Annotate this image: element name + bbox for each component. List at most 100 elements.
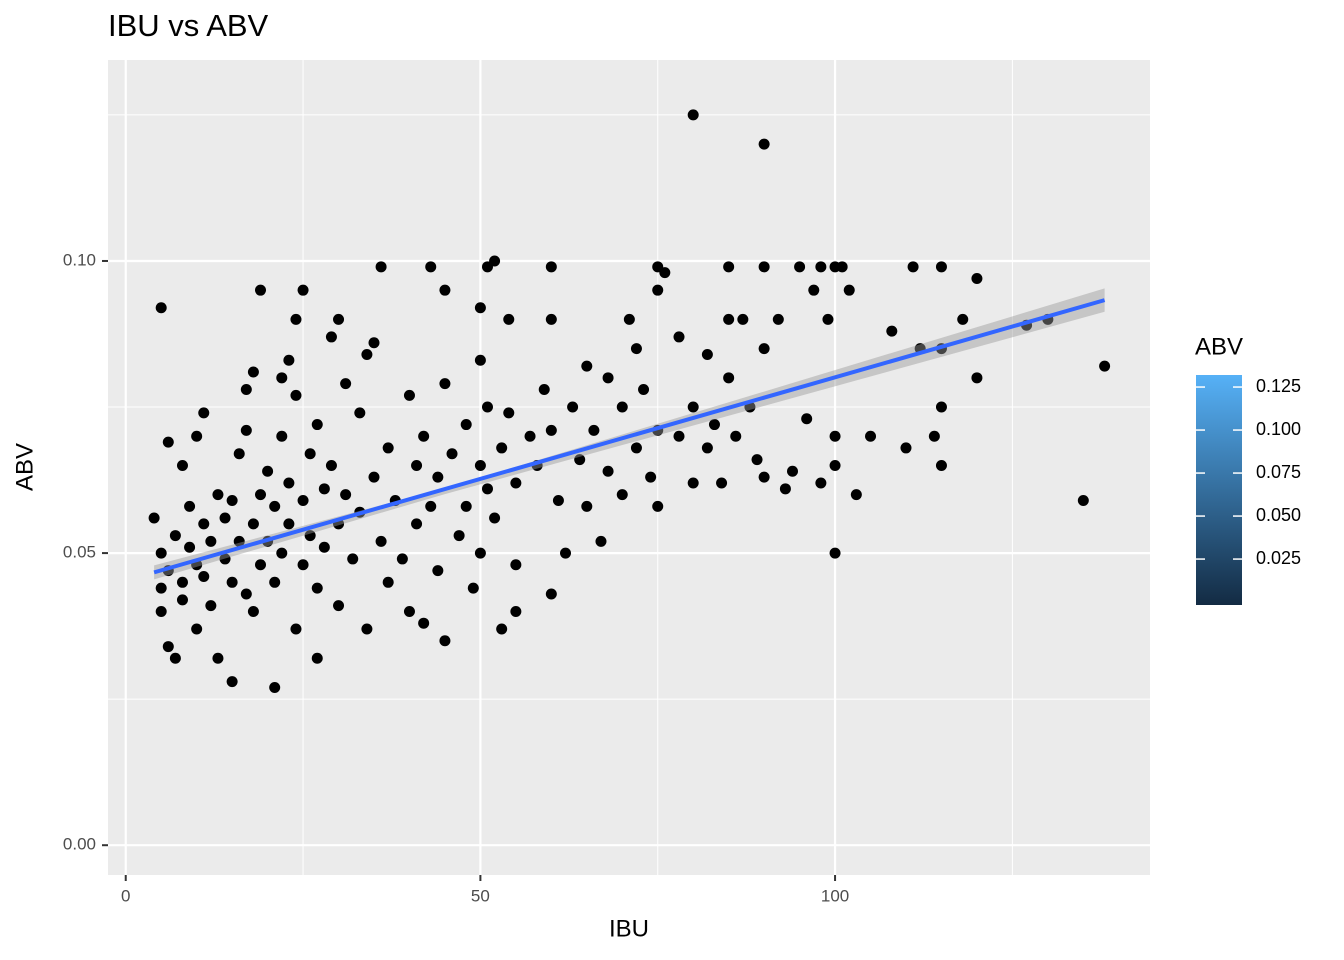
point [687, 477, 699, 489]
point [751, 454, 763, 466]
point [829, 547, 841, 559]
x-tick-label: 50 [471, 886, 490, 905]
point [510, 606, 522, 618]
x-tick-label: 100 [821, 886, 849, 905]
point [467, 582, 479, 594]
point [446, 448, 458, 460]
point [474, 459, 486, 471]
point [716, 477, 728, 489]
point [786, 465, 798, 477]
colorbar-label: 0.050 [1256, 505, 1301, 525]
point [829, 459, 841, 471]
point [1077, 495, 1089, 507]
point [822, 313, 834, 325]
point [545, 261, 557, 273]
point [850, 489, 862, 501]
point [460, 500, 472, 512]
point [212, 489, 224, 501]
point [808, 284, 820, 296]
point [226, 676, 238, 688]
point [255, 559, 267, 571]
point [283, 518, 295, 530]
point [255, 489, 267, 501]
point [425, 261, 437, 273]
point [155, 302, 167, 314]
point [567, 401, 579, 413]
point [333, 600, 345, 612]
point [169, 652, 181, 664]
point [311, 652, 323, 664]
point [829, 430, 841, 442]
point [162, 436, 174, 448]
point [886, 325, 898, 337]
point [375, 261, 387, 273]
colorbar-label: 0.025 [1256, 548, 1301, 568]
point [396, 553, 408, 565]
point [219, 553, 231, 565]
point [205, 535, 217, 547]
point [815, 261, 827, 273]
point [240, 588, 252, 600]
point [176, 459, 188, 471]
point [503, 407, 515, 419]
point [659, 267, 671, 279]
point [155, 606, 167, 618]
point [545, 588, 557, 600]
point [708, 419, 720, 431]
point [176, 576, 188, 588]
point [723, 313, 735, 325]
point [276, 547, 288, 559]
point [325, 331, 337, 343]
point [602, 465, 614, 477]
point [198, 518, 210, 530]
point [510, 559, 522, 571]
point [928, 430, 940, 442]
point [205, 600, 217, 612]
point [191, 623, 203, 635]
point [503, 313, 515, 325]
point [552, 495, 564, 507]
panel [108, 60, 1150, 875]
point [219, 512, 231, 524]
point [375, 535, 387, 547]
point [311, 582, 323, 594]
point [155, 547, 167, 559]
point [460, 419, 472, 431]
point [957, 313, 969, 325]
point [595, 535, 607, 547]
point [169, 530, 181, 542]
point [801, 413, 813, 425]
point [368, 337, 380, 349]
point [794, 261, 806, 273]
point [333, 313, 345, 325]
point [290, 623, 302, 635]
point [283, 354, 295, 366]
point [489, 255, 501, 267]
point [758, 471, 770, 483]
colorbar-label: 0.125 [1256, 376, 1301, 396]
point [602, 372, 614, 384]
point [361, 348, 373, 360]
point [304, 530, 316, 542]
point [545, 424, 557, 436]
point [836, 261, 848, 273]
colorbar-label: 0.100 [1256, 419, 1301, 439]
point [496, 442, 508, 454]
point [723, 261, 735, 273]
point [474, 354, 486, 366]
point [481, 483, 493, 495]
point [148, 512, 160, 524]
point [297, 559, 309, 571]
point [701, 442, 713, 454]
colorbar-label: 0.075 [1256, 462, 1301, 482]
point [340, 489, 352, 501]
point [184, 541, 196, 553]
x-axis-title: IBU [609, 915, 649, 942]
point [737, 313, 749, 325]
point [269, 681, 281, 693]
point [247, 366, 259, 378]
point [758, 138, 770, 150]
point [865, 430, 877, 442]
point [297, 284, 309, 296]
point [439, 378, 451, 390]
